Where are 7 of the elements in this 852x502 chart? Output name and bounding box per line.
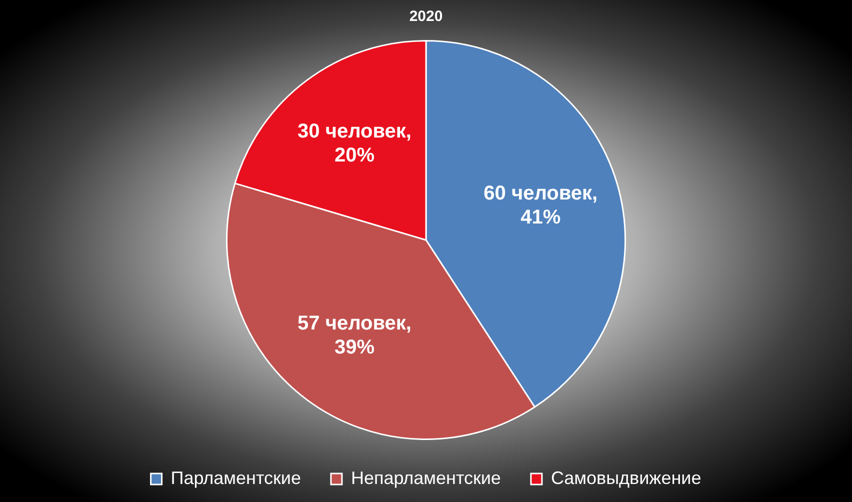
legend-label: Непарламентские bbox=[350, 468, 501, 488]
data-label: 60 человек, 41% bbox=[484, 182, 598, 228]
data-label: 30 человек, 20% bbox=[298, 120, 412, 167]
legend-label: Парламентские bbox=[170, 468, 301, 488]
chart-title: 2020 bbox=[409, 8, 443, 26]
data-label: 57 человек, 39% bbox=[298, 312, 412, 358]
legend-label: Самовыдвижение bbox=[550, 468, 702, 488]
